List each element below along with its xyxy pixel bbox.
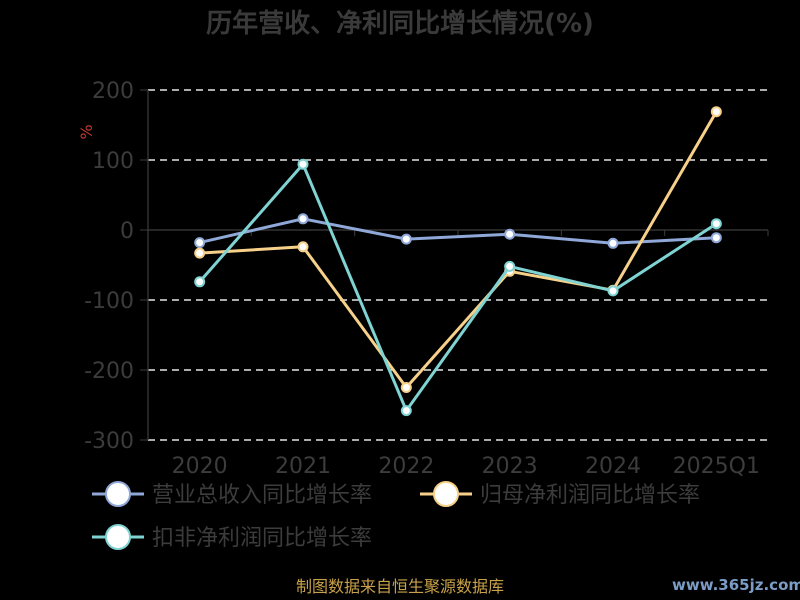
legend-label: 归母净利润同比增长率	[480, 483, 700, 508]
data-point	[710, 218, 722, 230]
legend-label: 扣非净利润同比增长率	[152, 526, 372, 551]
x-tick-label: 2022	[378, 454, 434, 479]
data-point	[297, 241, 309, 253]
data-point	[400, 233, 412, 245]
watermark: www.365jz.com	[672, 576, 800, 594]
data-point	[710, 106, 722, 118]
data-point	[297, 213, 309, 225]
x-tick-labels: 2020 2021 2022 2023 2024 2025Q1	[172, 454, 760, 479]
data-point	[504, 228, 516, 240]
x-tick-label: 2024	[585, 454, 641, 479]
x-tick-label: 2021	[275, 454, 331, 479]
series-3	[194, 158, 722, 417]
legend-item-1: 营业总收入同比增长率	[92, 481, 372, 508]
data-point	[400, 405, 412, 417]
legend-marker	[105, 481, 131, 507]
legend-marker	[433, 481, 459, 507]
data-point	[194, 276, 206, 288]
chart-title: 历年营收、净利同比增长情况(%)	[206, 8, 594, 39]
legend-marker	[105, 524, 131, 550]
y-tick-labels: 200 100 0 -100 -200 -300	[84, 79, 134, 454]
y-axis-unit-label: %	[77, 124, 96, 139]
data-point	[710, 232, 722, 244]
data-point	[607, 285, 619, 297]
x-tick-label: 2023	[482, 454, 538, 479]
x-tick-label: 2020	[172, 454, 228, 479]
data-point	[504, 260, 516, 272]
grid-lines	[148, 89, 768, 441]
legend-item-3: 扣非净利润同比增长率	[92, 524, 372, 551]
y-tick-label: -100	[84, 289, 134, 314]
data-point	[194, 237, 206, 249]
x-tick-label: 2025Q1	[673, 454, 760, 479]
y-tick-label: 0	[120, 219, 134, 244]
y-tick-label: -300	[84, 429, 134, 454]
legend-item-2: 归母净利润同比增长率	[420, 481, 700, 508]
series-line	[198, 162, 718, 413]
series-lines	[194, 106, 722, 417]
y-tick-label: -200	[84, 359, 134, 384]
series-line	[199, 110, 718, 389]
legend-label: 营业总收入同比增长率	[152, 483, 372, 508]
data-source-note: 制图数据来自恒生聚源数据库	[296, 577, 504, 596]
series-line	[199, 217, 717, 245]
data-point	[400, 382, 412, 393]
series-1	[194, 213, 722, 249]
data-point	[607, 237, 619, 249]
series-2	[194, 106, 722, 393]
axes	[140, 89, 769, 441]
y-tick-label: 100	[92, 149, 134, 174]
y-tick-label: 200	[92, 79, 134, 104]
data-point	[194, 247, 206, 259]
data-point	[297, 158, 309, 170]
